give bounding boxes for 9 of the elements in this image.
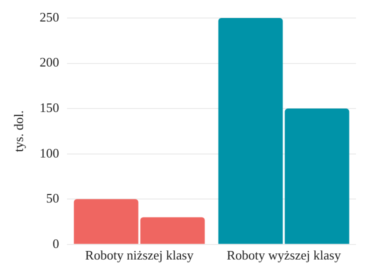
y-tick-label: 200 bbox=[40, 54, 60, 70]
x-tick-label: Roboty niższej klasy bbox=[85, 248, 194, 263]
y-axis-title: tys. dol. bbox=[11, 110, 26, 152]
y-tick-label: 0 bbox=[52, 236, 60, 251]
y-tick-label: 250 bbox=[40, 9, 60, 24]
y-tick-label: 150 bbox=[40, 100, 60, 115]
y-tick-label: 50 bbox=[46, 190, 60, 206]
y-tick-label: 100 bbox=[40, 145, 60, 160]
x-tick-label: Roboty wyższej klasy bbox=[226, 248, 342, 263]
